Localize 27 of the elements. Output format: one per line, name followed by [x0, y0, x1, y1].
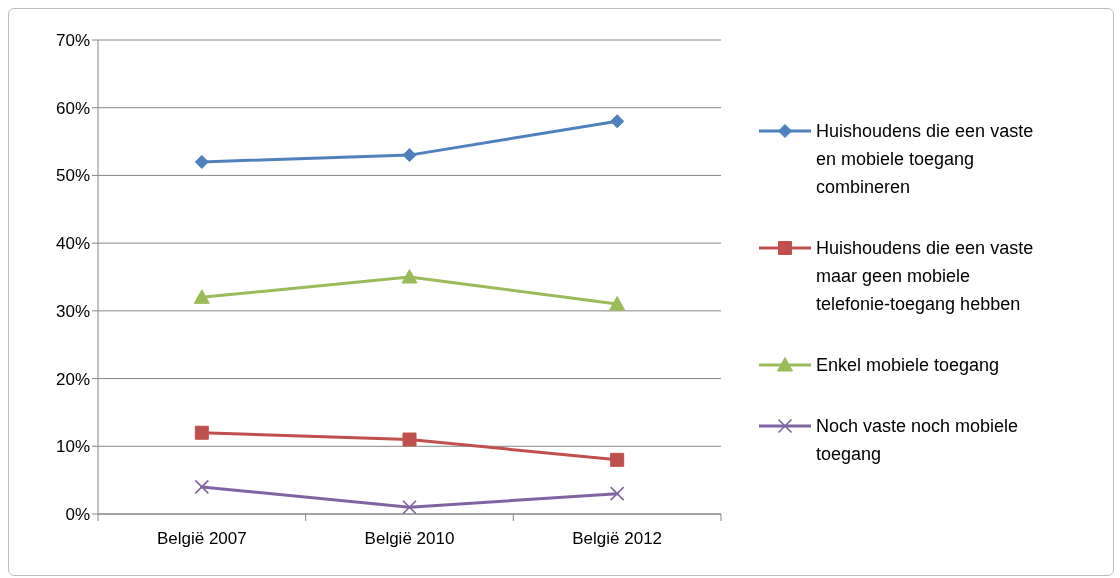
point: [609, 296, 626, 311]
point: [401, 269, 418, 284]
legend-label: Noch vaste noch mobiele toegang: [816, 415, 1020, 466]
point: [402, 432, 417, 447]
y-tick-label: 70%: [55, 31, 90, 51]
legend-label: Huishoudens die een vaste maar geen mobiele telefonie-toegang hebben: [816, 237, 1035, 316]
point: [193, 289, 210, 304]
y-tick-label: 0%: [65, 505, 90, 525]
y-tick-label: 30%: [55, 301, 90, 321]
point: [402, 148, 417, 163]
point: [610, 114, 625, 129]
y-tick-label: 60%: [55, 98, 90, 118]
y-tick-label: 10%: [55, 437, 90, 457]
point: [194, 154, 209, 169]
legend-label: Huishoudens die een vaste en mobiele toegang combineren: [816, 120, 1035, 199]
point: [402, 499, 417, 514]
point: [609, 486, 625, 501]
y-tick-label: 50%: [55, 166, 90, 186]
x-tick-label: België 2012: [572, 529, 663, 548]
legend-label: Enkel mobiele toegang: [816, 354, 1001, 377]
point: [194, 479, 210, 495]
x-tick-label: België 2007: [156, 529, 247, 548]
x-tick-label: België 2010: [364, 529, 455, 548]
point: [194, 425, 209, 440]
point: [610, 452, 625, 467]
y-tick-label: 40%: [55, 234, 90, 254]
y-tick-label: 20%: [55, 369, 90, 389]
